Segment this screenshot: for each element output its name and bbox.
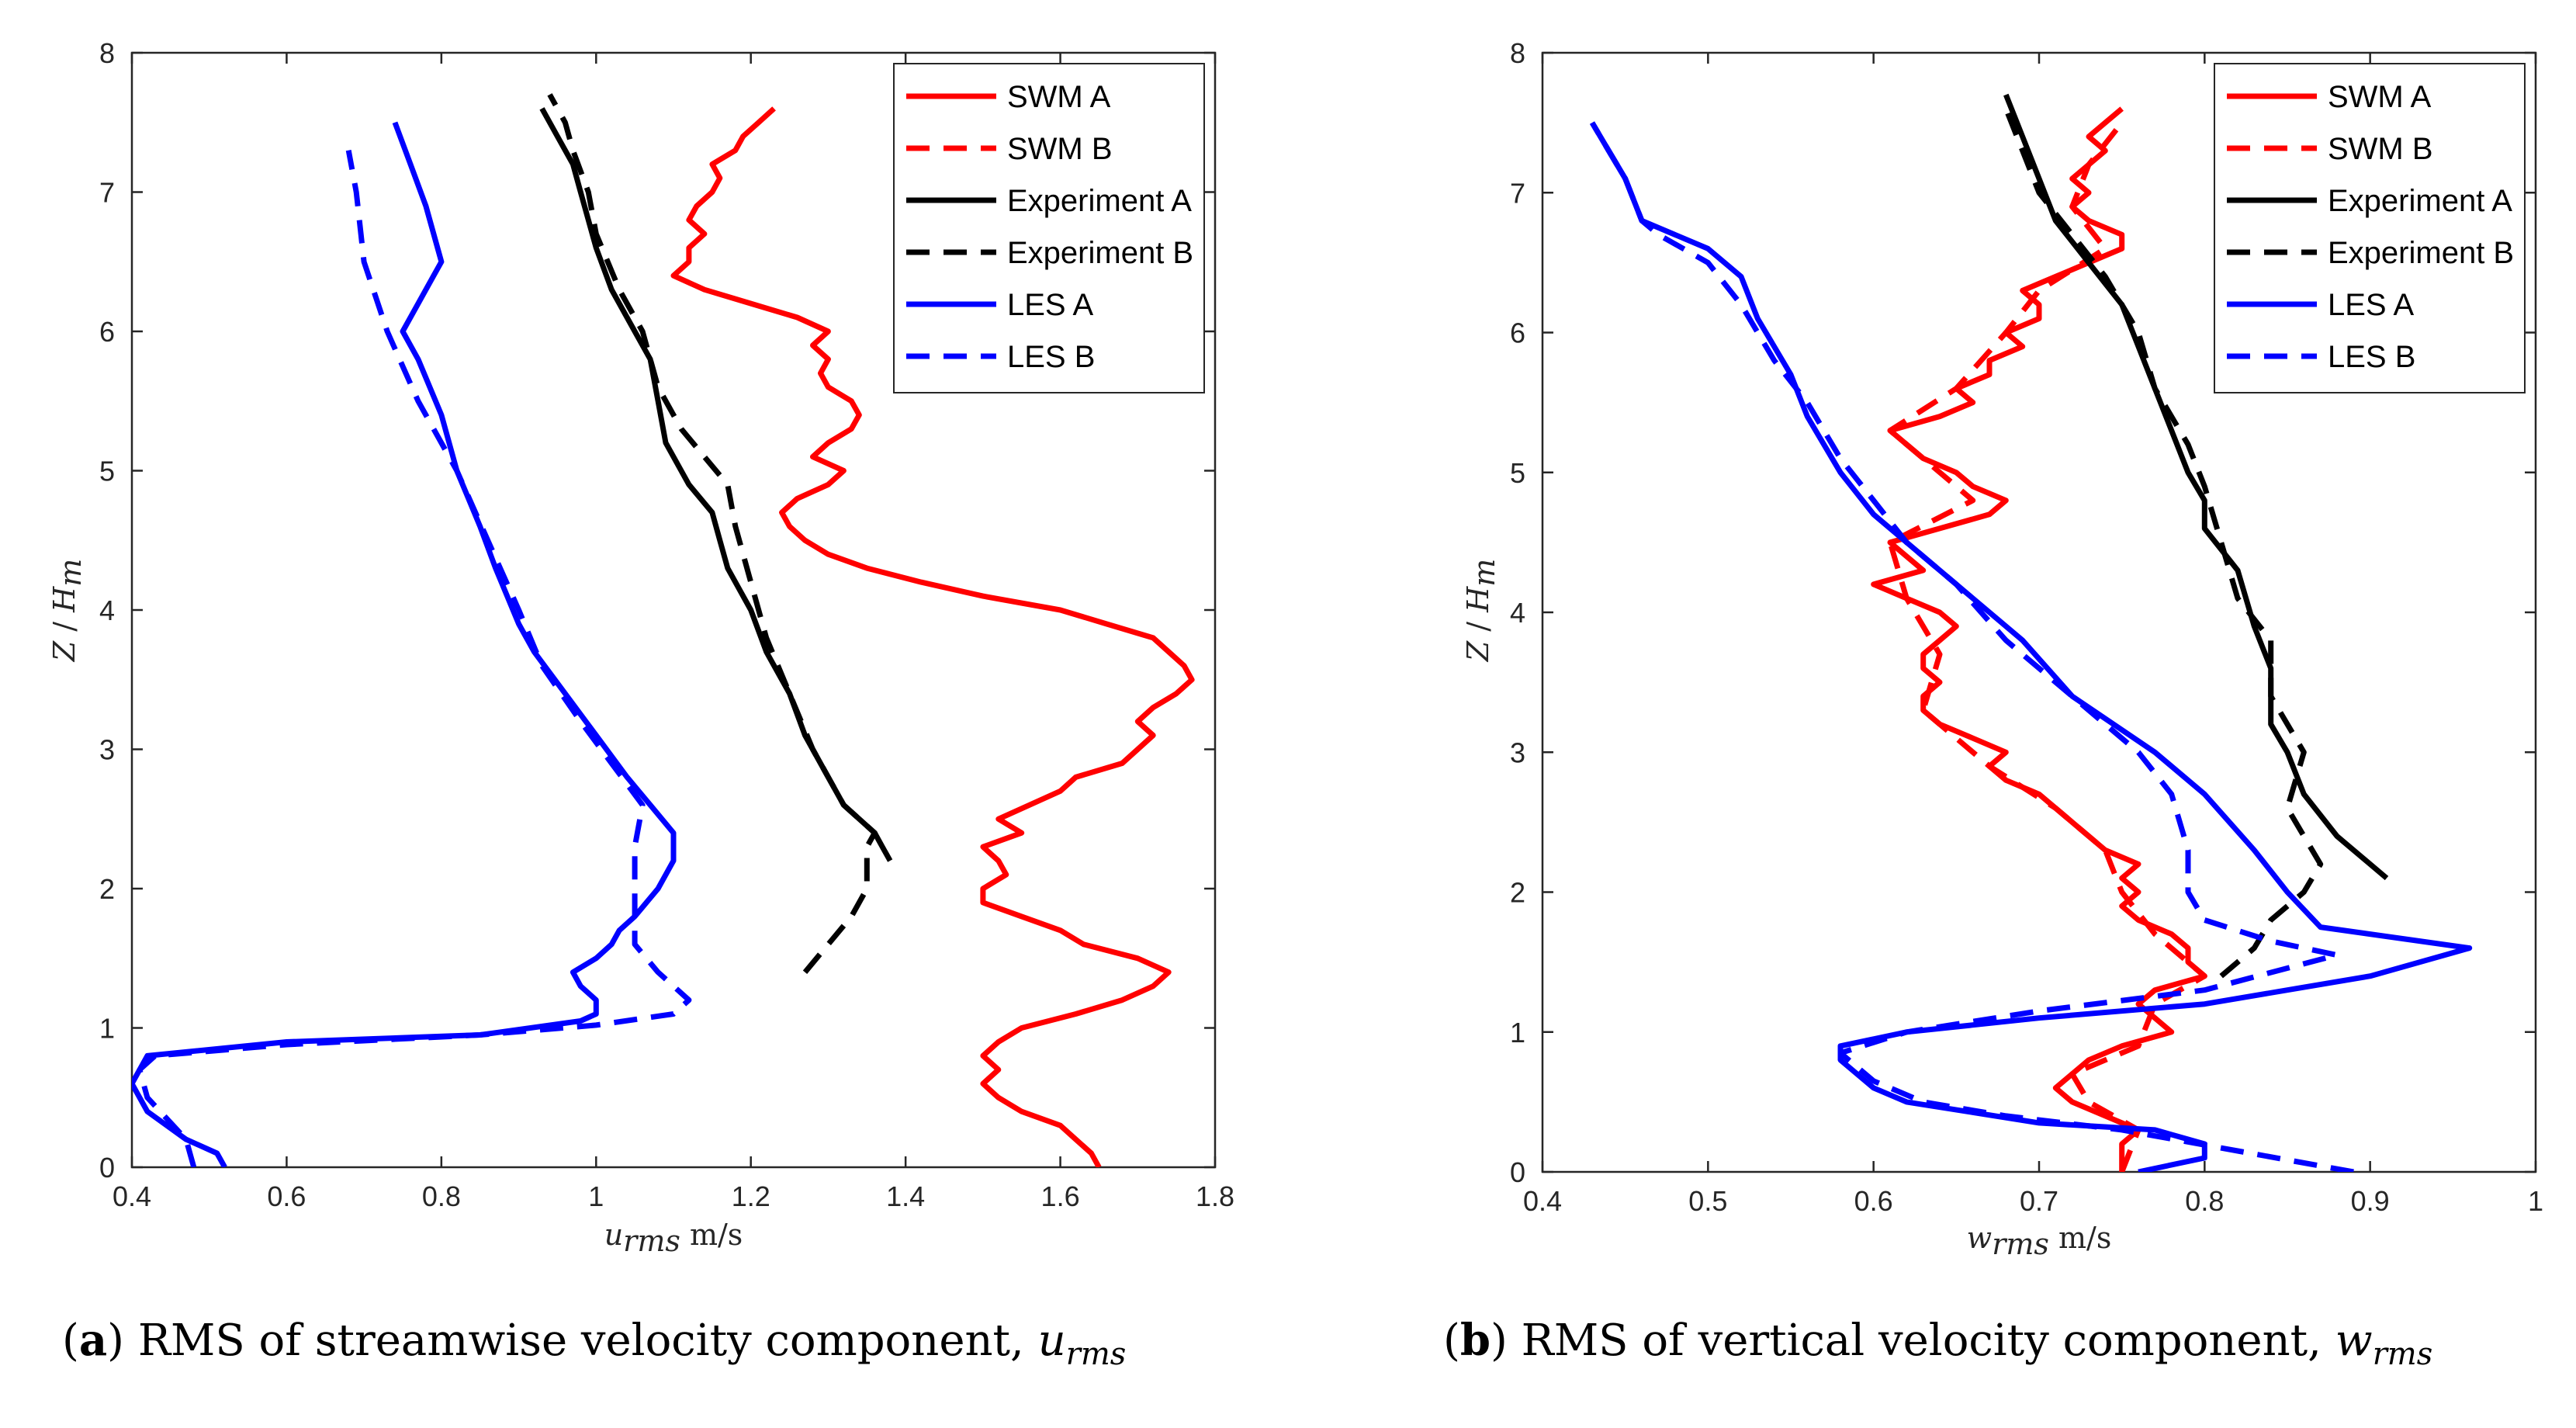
series-group-a bbox=[132, 93, 1195, 1167]
series-line-swm-a-a bbox=[670, 106, 1195, 1167]
x-tick-label-a: 1.4 bbox=[886, 1180, 925, 1212]
y-tick-label-b: 7 bbox=[1510, 177, 1525, 209]
x-tick-label-b: 0.9 bbox=[2351, 1185, 2390, 1217]
x-tick-label-a: 0.4 bbox=[113, 1180, 151, 1212]
y-tick-label-b: 8 bbox=[1510, 37, 1525, 69]
x-tick-label-a: 1.6 bbox=[1041, 1180, 1080, 1212]
legend-label-les-b-a: LES B bbox=[1007, 340, 1095, 374]
legend-label-swm-b-a: SWM B bbox=[1007, 132, 1113, 166]
x-tick-label-a: 1.2 bbox=[732, 1180, 770, 1212]
y-tick-label-a: 3 bbox=[99, 734, 115, 766]
y-tick-label-a: 1 bbox=[99, 1013, 115, 1045]
legend-box-b bbox=[2214, 63, 2526, 393]
legend-label-swm-b-b: SWM B bbox=[2328, 132, 2433, 166]
y-tick-label-b: 4 bbox=[1510, 597, 1525, 629]
legend-label-swm-a-b: SWM A bbox=[2328, 80, 2432, 114]
legend-a: SWM A SWM B Experiment A Experiment B LES A L… bbox=[893, 63, 1205, 393]
tick-group-a: 0.4 0.6 0.8 1 1.2 1.4 1.6 1.8 0 1 2 3 4 5 6 7 8 bbox=[99, 37, 1234, 1212]
y-tick-label-b: 5 bbox=[1510, 457, 1525, 489]
series-line-les-b-b bbox=[1589, 121, 2354, 1172]
tick-group-b: 0.4 0.5 0.6 0.7 0.8 0.9 1 0 1 2 3 4 5 6 7 8 bbox=[1510, 37, 2543, 1217]
y-tick-label-a: 0 bbox=[99, 1152, 115, 1184]
series-line-swm-a-b bbox=[1871, 106, 2207, 1172]
x-tick-label-b: 0.6 bbox=[1854, 1185, 1893, 1217]
x-tick-label-b: 0.5 bbox=[1688, 1185, 1727, 1217]
legend-label-les-a-b: LES A bbox=[2328, 288, 2415, 322]
series-line-experiment-a-b bbox=[2003, 93, 2389, 881]
x-tick-label-a: 1 bbox=[588, 1180, 604, 1212]
legend-label-les-a-a: LES A bbox=[1007, 288, 1094, 322]
legend-label-experiment-a-a: Experiment A bbox=[1007, 184, 1192, 218]
series-line-experiment-b-a bbox=[547, 93, 878, 974]
legend-label-les-b-b: LES B bbox=[2328, 340, 2415, 374]
caption-b: (b) RMS of vertical velocity component, … bbox=[1443, 1315, 2432, 1372]
legend-label-experiment-a-b: Experiment A bbox=[2328, 184, 2512, 218]
series-line-swm-b-b bbox=[1887, 120, 2207, 1172]
y-tick-label-a: 7 bbox=[99, 177, 115, 209]
y-axis-label-a: Z / Hm bbox=[47, 559, 88, 663]
panel-b: 0.4 0.5 0.6 0.7 0.8 0.9 1 0 1 2 3 4 5 6 7 8 SWM A SWM B E… bbox=[1443, 37, 2543, 1372]
y-tick-label-b: 0 bbox=[1510, 1156, 1525, 1188]
x-tick-label-a: 0.6 bbox=[267, 1180, 306, 1212]
caption-a: (a) RMS of streamwise velocity component… bbox=[62, 1315, 1126, 1372]
x-tick-label-a: 1.8 bbox=[1196, 1180, 1234, 1212]
y-tick-label-a: 4 bbox=[99, 594, 115, 626]
y-axis-label-b: Z / Hm bbox=[1461, 559, 1501, 663]
legend-box-a bbox=[893, 63, 1205, 393]
y-tick-label-a: 8 bbox=[99, 37, 115, 69]
series-group-b bbox=[1589, 93, 2473, 1172]
x-axis-label-b: wrms m/s bbox=[1967, 1221, 2112, 1261]
x-axis-label-a: urms m/s bbox=[604, 1218, 743, 1258]
y-tick-label-b: 3 bbox=[1510, 737, 1525, 768]
y-tick-label-a: 6 bbox=[99, 316, 115, 348]
y-tick-label-b: 6 bbox=[1510, 317, 1525, 349]
y-tick-label-a: 2 bbox=[99, 873, 115, 905]
series-line-experiment-b-b bbox=[2003, 107, 2324, 979]
y-tick-label-a: 5 bbox=[99, 456, 115, 487]
x-tick-label-b: 0.4 bbox=[1523, 1185, 1562, 1217]
series-line-les-a-b bbox=[1589, 121, 2473, 1172]
x-tick-label-b: 1 bbox=[2528, 1185, 2543, 1217]
legend-label-experiment-b-b: Experiment B bbox=[2328, 236, 2514, 270]
x-tick-label-b: 0.7 bbox=[2020, 1185, 2058, 1217]
legend-label-experiment-b-a: Experiment B bbox=[1007, 236, 1193, 270]
y-tick-label-b: 2 bbox=[1510, 877, 1525, 909]
legend-b: SWM A SWM B Experiment A Experiment B LES A L… bbox=[2214, 63, 2526, 393]
legend-label-swm-a-a: SWM A bbox=[1007, 80, 1111, 114]
x-tick-label-b: 0.8 bbox=[2185, 1185, 2224, 1217]
x-tick-label-a: 0.8 bbox=[422, 1180, 461, 1212]
y-tick-label-b: 1 bbox=[1510, 1017, 1525, 1048]
